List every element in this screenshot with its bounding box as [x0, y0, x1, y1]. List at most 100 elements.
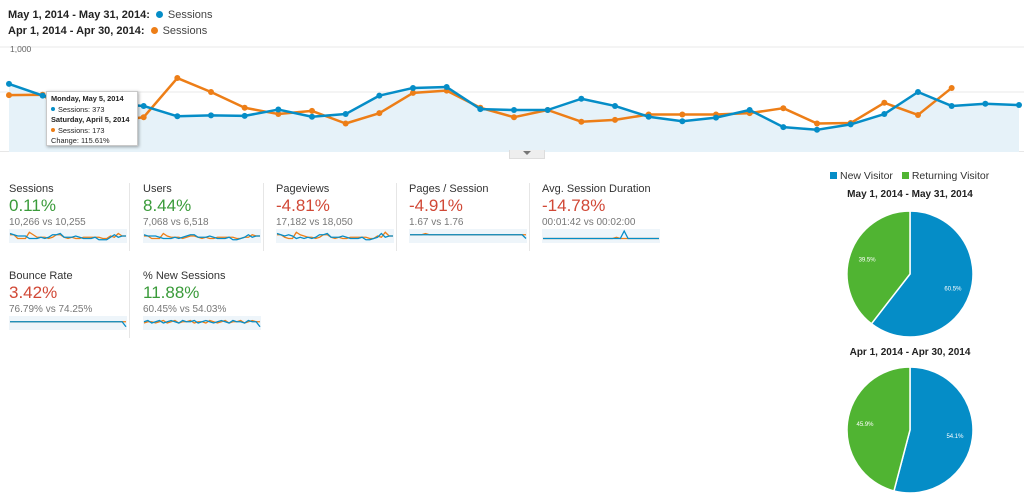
data-point[interactable]: [241, 112, 248, 119]
pie-legend-new: New Visitor: [840, 170, 893, 182]
legend-current-range: May 1, 2014 - May 31, 2014: Sessions: [8, 9, 213, 21]
metric-sparkline: [143, 229, 261, 243]
pie-chart-previous[interactable]: 54.1% 45.9%: [840, 360, 980, 500]
pie-slice-new-visitor[interactable]: [893, 366, 974, 494]
tooltip-previous-dot: [51, 127, 55, 132]
data-point[interactable]: [309, 107, 315, 114]
metric-tile[interactable]: Avg. Session Duration -14.78% 00:01:42 vs …: [542, 183, 662, 251]
data-point[interactable]: [140, 102, 147, 109]
pie-slice-returning-visitor[interactable]: [846, 210, 911, 325]
metric-tile[interactable]: Pages / Session -4.91% 1.67 vs 1.76: [409, 183, 530, 251]
pie-legend: New Visitor Returning Visitor: [830, 170, 989, 182]
pie-slice-new-visitor[interactable]: [870, 210, 974, 338]
pie-title-previous: Apr 1, 2014 - Apr 30, 2014: [849, 347, 971, 358]
data-point[interactable]: [612, 116, 618, 123]
metric-name: Avg. Session Duration: [542, 183, 651, 195]
sparkline-series: [10, 231, 126, 240]
chart-collapse-handle[interactable]: [509, 150, 545, 159]
data-point[interactable]: [241, 104, 248, 111]
pie-slice-returning-visitor[interactable]: [846, 366, 911, 492]
pie-legend-returning: Returning Visitor: [911, 170, 990, 182]
metric-comparison: 76.79% vs 74.25%: [9, 304, 93, 315]
data-point[interactable]: [511, 107, 517, 113]
data-point[interactable]: [477, 106, 484, 113]
legend-previous-range: Apr 1, 2014 - Apr 30, 2014: Sessions: [8, 25, 207, 37]
metric-tile[interactable]: Bounce Rate 3.42% 76.79% vs 74.25%: [9, 270, 130, 338]
data-point[interactable]: [948, 84, 955, 91]
data-point[interactable]: [814, 120, 820, 127]
data-point[interactable]: [679, 111, 686, 118]
data-point[interactable]: [410, 89, 416, 96]
y-tick-label: 1,000: [10, 44, 32, 54]
data-point[interactable]: [410, 84, 416, 91]
data-point[interactable]: [814, 126, 820, 133]
current-series-label: Sessions: [167, 9, 213, 21]
metric-comparison: 00:01:42 vs 00:02:00: [542, 217, 636, 228]
data-point[interactable]: [679, 118, 686, 125]
metric-name: Pages / Session: [409, 183, 489, 195]
data-point[interactable]: [6, 80, 12, 87]
tooltip-change: Change: 115.61%: [51, 136, 110, 145]
data-point[interactable]: [915, 111, 921, 118]
tooltip-current-row: Sessions: 373: [51, 105, 133, 116]
metric-change: -4.91%: [409, 196, 463, 215]
metric-comparison: 1.67 vs 1.76: [409, 217, 464, 228]
data-point[interactable]: [342, 120, 349, 127]
pie-title-current: May 1, 2014 - May 31, 2014: [847, 189, 973, 200]
data-point[interactable]: [511, 114, 517, 121]
data-point[interactable]: [881, 111, 888, 118]
tooltip-current-date: Monday, May 5, 2014: [51, 94, 124, 103]
metric-tile[interactable]: Pageviews -4.81% 17,182 vs 18,050: [276, 183, 397, 251]
pie-slice-label: 54.1%: [946, 434, 964, 440]
data-point[interactable]: [208, 89, 214, 95]
data-point[interactable]: [275, 106, 282, 113]
data-point[interactable]: [1016, 102, 1022, 109]
pie-slice-label: 39.5%: [859, 257, 877, 263]
sparkline-series: [410, 234, 527, 239]
data-point[interactable]: [982, 100, 989, 107]
data-point[interactable]: [174, 75, 181, 82]
data-point[interactable]: [780, 105, 787, 112]
sparkline-series: [9, 232, 126, 241]
metric-tile[interactable]: Sessions 0.11% 10,266 vs 10,255: [9, 183, 130, 251]
previous-series-label: Sessions: [162, 25, 208, 37]
data-point[interactable]: [578, 118, 585, 125]
data-point[interactable]: [208, 112, 214, 119]
metric-tile[interactable]: % New Sessions 11.88% 60.45% vs 54.03%: [143, 270, 263, 338]
sessions-line-chart[interactable]: 1,000500May 8May 15May 22May 29: [0, 40, 1024, 152]
sparkline-series: [276, 232, 393, 241]
metric-name: % New Sessions: [143, 270, 226, 282]
data-point[interactable]: [645, 113, 652, 120]
metric-comparison: 60.45% vs 54.03%: [143, 304, 227, 315]
data-point[interactable]: [713, 114, 719, 121]
data-point[interactable]: [578, 95, 585, 102]
metric-comparison: 10,266 vs 10,255: [9, 217, 86, 228]
data-point[interactable]: [612, 102, 618, 109]
data-point[interactable]: [948, 102, 955, 109]
tooltip-previous-row: Sessions: 173: [51, 126, 133, 137]
data-point[interactable]: [376, 92, 383, 99]
data-point[interactable]: [746, 107, 753, 113]
data-point[interactable]: [140, 114, 147, 121]
data-point[interactable]: [309, 113, 315, 120]
data-point[interactable]: [174, 113, 181, 120]
sparkline-bg: [9, 316, 127, 330]
data-point[interactable]: [376, 110, 383, 117]
data-point[interactable]: [544, 107, 551, 113]
data-point[interactable]: [881, 99, 888, 106]
data-point[interactable]: [780, 124, 787, 131]
data-point[interactable]: [6, 92, 12, 99]
sparkline-bg: [409, 229, 527, 243]
pie-chart-current[interactable]: 60.5% 39.5%: [840, 204, 980, 344]
data-point[interactable]: [275, 111, 282, 118]
data-point[interactable]: [443, 84, 450, 91]
data-point[interactable]: [342, 111, 349, 118]
current-range-label: May 1, 2014 - May 31, 2014:: [8, 9, 150, 21]
data-point[interactable]: [39, 92, 46, 99]
data-point[interactable]: [915, 89, 921, 95]
metric-tile[interactable]: Users 8.44% 7,068 vs 6,518: [143, 183, 264, 251]
data-point[interactable]: [847, 121, 854, 128]
metric-sparkline: [409, 229, 527, 243]
tooltip-previous-value: Sessions: 173: [58, 125, 105, 135]
previous-series-dot: [150, 27, 158, 34]
